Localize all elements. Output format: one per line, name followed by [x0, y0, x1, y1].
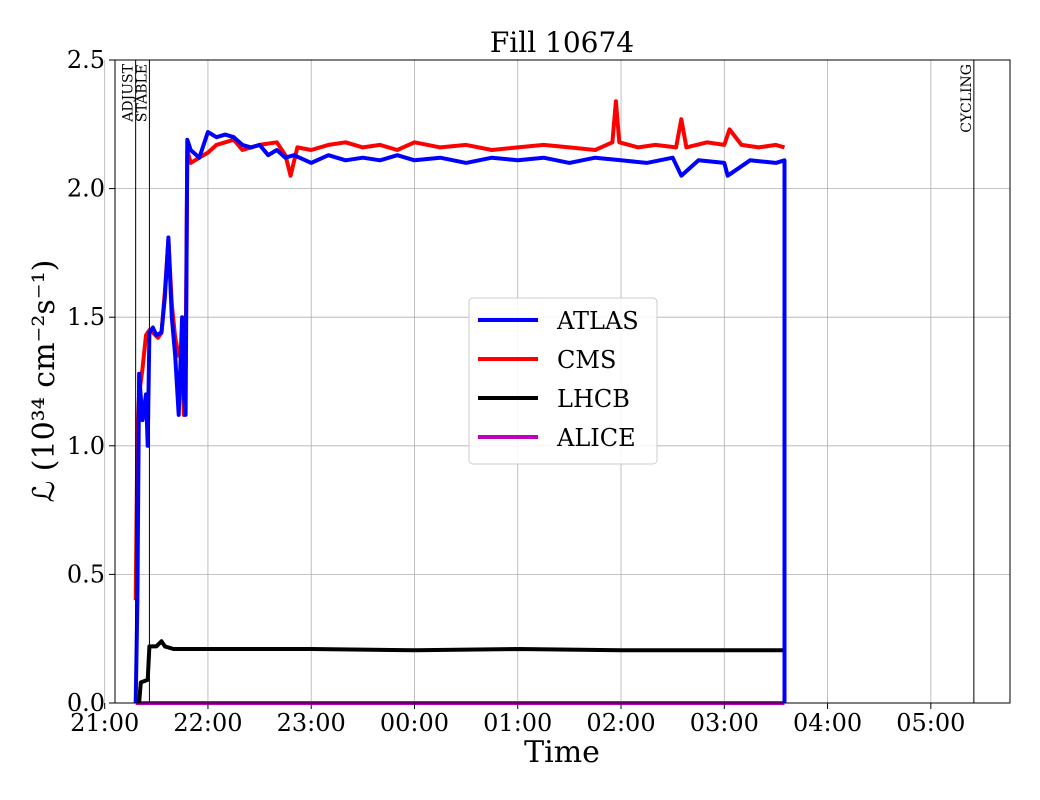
x-tick-label: 21:00	[70, 709, 139, 737]
legend-label-alice: ALICE	[556, 424, 636, 452]
y-axis-label: ℒ (10³⁴ cm⁻²s⁻¹)	[27, 260, 62, 503]
series-line-atlas	[133, 130, 787, 704]
legend: ATLAS CMS LHCB ALICE	[468, 297, 658, 465]
x-tick-label: 22:00	[173, 709, 242, 737]
y-axis-ticks: 0.0 0.5 1.0 1.5 2.0 2.5	[67, 46, 115, 717]
legend-box	[468, 297, 658, 465]
series-lines	[133, 99, 787, 705]
x-tick-label: 02:00	[586, 709, 655, 737]
x-tick-label: 23:00	[277, 709, 346, 737]
x-axis-ticks: 21:00 22:00 23:00 00:00 01:00 02:00 03:00 04:00…	[70, 703, 965, 737]
legend-label-lhcb: LHCB	[557, 385, 630, 413]
y-tick-label: 1.0	[67, 432, 105, 460]
series-line-lhcb	[137, 639, 787, 704]
phase-marker-label: STABLE	[134, 64, 150, 122]
y-tick-label: 0.0	[67, 689, 105, 717]
x-axis-label: Time	[524, 735, 600, 770]
y-tick-label: 1.5	[67, 303, 105, 331]
x-tick-label: 00:00	[380, 709, 449, 737]
series-line-cms	[133, 99, 786, 601]
phase-marker-label: ADJUST	[121, 63, 137, 122]
x-tick-label: 01:00	[483, 709, 552, 737]
phase-marker-label: CYCLING	[959, 64, 975, 133]
y-tick-label: 2.0	[67, 175, 105, 203]
x-tick-label: 04:00	[793, 709, 862, 737]
legend-label-cms: CMS	[557, 346, 616, 374]
y-tick-label: 0.5	[67, 560, 105, 588]
x-tick-label: 05:00	[896, 709, 965, 737]
plot-frame	[114, 59, 1011, 704]
y-tick-label: 2.5	[67, 46, 105, 74]
legend-label-atlas: ATLAS	[556, 307, 639, 335]
x-tick-label: 03:00	[690, 709, 759, 737]
chart-title: Fill 10674	[490, 26, 634, 59]
